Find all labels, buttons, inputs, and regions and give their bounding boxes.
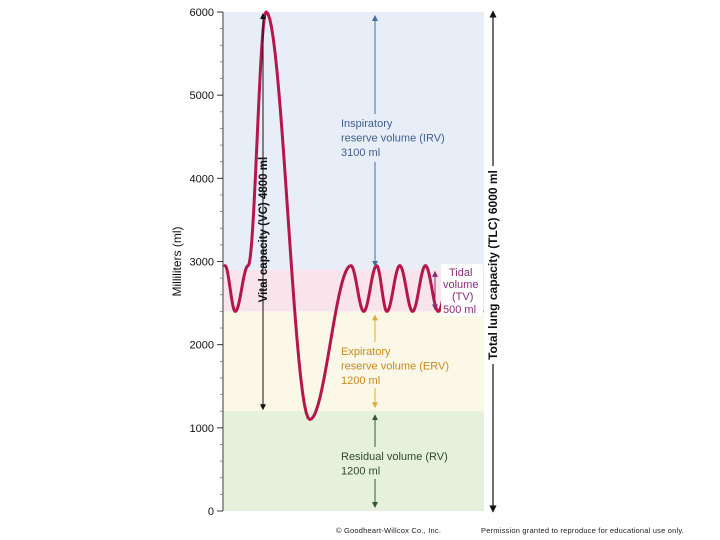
tv-label-bg [441, 264, 483, 316]
tv-label-line: Tidal [449, 267, 472, 279]
total-lung-capacity-label: Total lung capacity (TLC) 6000 ml [486, 170, 500, 360]
tv-label-line: (TV) [452, 291, 473, 303]
y-tick-label: 0 [208, 506, 214, 518]
y-tick-label: 3000 [190, 257, 214, 269]
y-tick-label: 2000 [190, 340, 214, 352]
erv-label-line: 1200 ml [341, 375, 380, 387]
erv-label-line: Expiratory [341, 346, 391, 358]
irv-label-line: reserve volume (IRV) [341, 133, 445, 145]
irv-label-bg [338, 114, 458, 162]
irv-label-line: Inspiratory [341, 118, 393, 130]
vital-capacity-label: Vital capacity (VC) 4800 ml [258, 157, 270, 303]
y-tick-label: 5000 [190, 90, 214, 102]
y-tick-label: 1000 [190, 423, 214, 435]
y-axis-title: Milliliters (ml) [170, 227, 184, 297]
erv-label-bg [338, 342, 462, 388]
erv-label-line: reserve volume (ERV) [341, 361, 449, 373]
irv-label-line: 3100 ml [341, 147, 380, 159]
tv-label-line: 500 ml [443, 304, 476, 316]
tlc-label-bg [486, 166, 500, 364]
rv-label-bg [338, 447, 462, 479]
permission-text: Permission granted to reproduce for educ… [481, 526, 685, 535]
rv-label-line: Residual volume (RV) [341, 451, 448, 463]
y-tick-label: 4000 [190, 173, 214, 185]
tv-label-line: volume [443, 279, 478, 291]
copyright-text: © Goodheart-Willcox Co., Inc. [336, 526, 442, 535]
rv-label-line: 1200 ml [341, 466, 380, 478]
y-tick-label: 6000 [190, 7, 214, 19]
